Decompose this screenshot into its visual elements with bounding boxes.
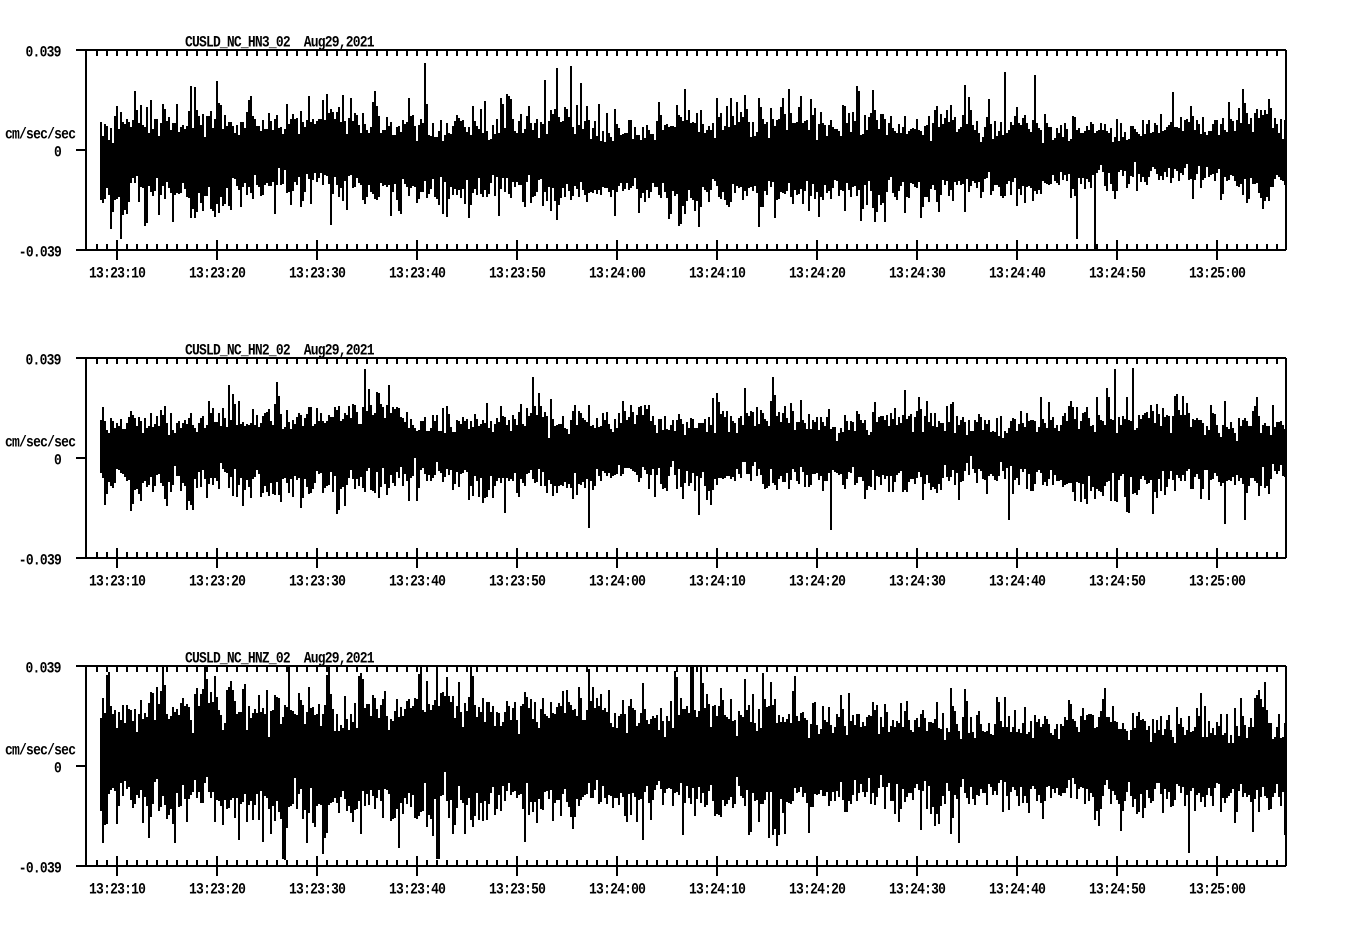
svg-text:0: 0 <box>54 453 62 470</box>
svg-text:13:24:40: 13:24:40 <box>989 266 1046 283</box>
svg-text:13:24:30: 13:24:30 <box>889 266 946 283</box>
svg-text:13:23:20: 13:23:20 <box>189 266 246 283</box>
svg-text:0.039: 0.039 <box>26 353 62 370</box>
svg-text:13:23:50: 13:23:50 <box>489 574 546 591</box>
svg-text:-0.039: -0.039 <box>19 245 62 262</box>
svg-text:0.039: 0.039 <box>26 45 62 62</box>
svg-text:13:24:10: 13:24:10 <box>689 882 746 899</box>
svg-text:13:24:20: 13:24:20 <box>789 574 846 591</box>
svg-text:13:25:00: 13:25:00 <box>1189 574 1246 591</box>
svg-text:-0.039: -0.039 <box>19 553 62 570</box>
svg-text:-0.039: -0.039 <box>19 861 62 878</box>
svg-text:13:23:30: 13:23:30 <box>289 266 346 283</box>
svg-text:13:24:10: 13:24:10 <box>689 266 746 283</box>
svg-text:CUSLD_NC_HN2_02 Aug29,2021: CUSLD_NC_HN2_02 Aug29,2021 <box>185 343 375 360</box>
svg-text:cm/sec/sec: cm/sec/sec <box>5 127 76 144</box>
svg-text:13:23:50: 13:23:50 <box>489 266 546 283</box>
svg-text:13:23:50: 13:23:50 <box>489 882 546 899</box>
svg-text:13:24:00: 13:24:00 <box>589 266 646 283</box>
svg-text:13:25:00: 13:25:00 <box>1189 882 1246 899</box>
svg-text:13:23:10: 13:23:10 <box>89 882 146 899</box>
svg-text:13:24:40: 13:24:40 <box>989 882 1046 899</box>
svg-text:13:24:30: 13:24:30 <box>889 574 946 591</box>
svg-text:13:23:20: 13:23:20 <box>189 882 246 899</box>
svg-text:13:23:20: 13:23:20 <box>189 574 246 591</box>
svg-text:13:23:10: 13:23:10 <box>89 266 146 283</box>
svg-text:13:24:20: 13:24:20 <box>789 882 846 899</box>
svg-text:13:24:50: 13:24:50 <box>1089 882 1146 899</box>
svg-text:13:24:30: 13:24:30 <box>889 882 946 899</box>
svg-text:0: 0 <box>54 145 62 162</box>
svg-text:13:23:30: 13:23:30 <box>289 882 346 899</box>
svg-text:cm/sec/sec: cm/sec/sec <box>5 435 76 452</box>
svg-text:13:25:00: 13:25:00 <box>1189 266 1246 283</box>
svg-text:13:23:30: 13:23:30 <box>289 574 346 591</box>
svg-text:0: 0 <box>54 761 62 778</box>
svg-text:13:24:20: 13:24:20 <box>789 266 846 283</box>
svg-text:0.039: 0.039 <box>26 661 62 678</box>
svg-text:13:24:50: 13:24:50 <box>1089 266 1146 283</box>
svg-text:13:24:50: 13:24:50 <box>1089 574 1146 591</box>
svg-text:13:24:40: 13:24:40 <box>989 574 1046 591</box>
svg-text:cm/sec/sec: cm/sec/sec <box>5 743 76 760</box>
svg-text:13:24:00: 13:24:00 <box>589 574 646 591</box>
svg-text:13:24:00: 13:24:00 <box>589 882 646 899</box>
svg-text:13:23:40: 13:23:40 <box>389 574 446 591</box>
svg-text:13:23:40: 13:23:40 <box>389 266 446 283</box>
svg-text:CUSLD_NC_HNZ_02 Aug29,2021: CUSLD_NC_HNZ_02 Aug29,2021 <box>185 651 375 668</box>
svg-text:13:23:10: 13:23:10 <box>89 574 146 591</box>
svg-text:CUSLD_NC_HN3_02 Aug29,2021: CUSLD_NC_HN3_02 Aug29,2021 <box>185 35 375 52</box>
svg-text:13:23:40: 13:23:40 <box>389 882 446 899</box>
svg-text:13:24:10: 13:24:10 <box>689 574 746 591</box>
